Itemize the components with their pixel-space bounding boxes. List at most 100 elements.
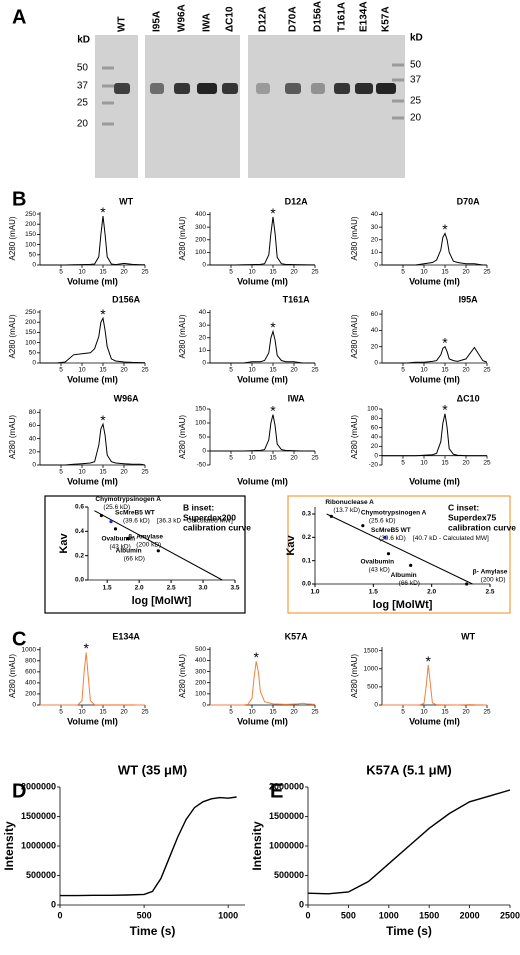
x-tick-label: 15 (99, 269, 107, 276)
x-tick-label: 10 (420, 459, 428, 466)
data-point (409, 563, 413, 567)
lane-label: WT (117, 16, 128, 32)
panel-label: D (12, 780, 26, 802)
gel-background (248, 35, 405, 178)
y-axis-label: A280 (mAU) (350, 654, 359, 698)
fit-line (326, 513, 473, 585)
x-tick-label: 5 (229, 455, 233, 462)
y-tick-label: 0.2 (302, 534, 311, 541)
inset-frame (44, 495, 246, 614)
peak-marker: * (100, 204, 106, 220)
y-tick-label: 1500000 (269, 811, 304, 821)
y-axis-label: A280 (mAU) (8, 654, 17, 698)
y-tick-label: -50 (197, 462, 207, 469)
y-tick-label: 10 (199, 347, 207, 354)
series-line (382, 345, 488, 364)
x-tick-label: 10 (420, 269, 428, 276)
ladder-band (102, 101, 114, 105)
lane-label: T161A (337, 2, 348, 32)
x-axis-label: Volume (ml) (237, 374, 288, 384)
y-tick-label: 600 (25, 669, 36, 676)
y-tick-label: 1000 (364, 665, 379, 672)
point-label: β- Amylase (128, 534, 163, 541)
series-line (40, 652, 145, 706)
panel-label: B (12, 188, 26, 210)
chart-title: WT (35 μM) (118, 762, 187, 777)
point-sublabel: (25.6 kD) (103, 504, 130, 511)
series-line (40, 422, 146, 466)
data-point (361, 524, 365, 528)
x-tick-label: 2000 (460, 910, 480, 920)
x-tick-label: 1.0 (310, 589, 319, 596)
series-line (210, 414, 315, 452)
data-point (126, 537, 130, 541)
x-axis-label: Volume (ml) (67, 716, 118, 726)
y-tick-label: 250 (25, 309, 36, 316)
x-tick-label: 5 (229, 269, 233, 276)
x-tick-label: 15 (269, 709, 277, 716)
peak-marker: * (100, 306, 106, 322)
series-line (307, 789, 511, 895)
y-tick-label: 20 (371, 443, 379, 450)
y-tick-label: 60 (371, 424, 379, 431)
gel-unit: kD (410, 33, 423, 44)
x-tick-label: 25 (483, 367, 491, 374)
y-tick-label: 20 (371, 343, 379, 350)
gel-band (197, 83, 217, 94)
lane-label: I95A (152, 11, 163, 32)
x-tick-label: 20 (290, 269, 298, 276)
point-sublabel: (200 kD) (136, 542, 161, 549)
y-tick-label: 50 (29, 252, 37, 259)
x-tick-label: 25 (141, 469, 149, 476)
x-tick-label: 10 (420, 367, 428, 374)
y-tick-label: 1000000 (269, 840, 304, 850)
ladder-band (392, 99, 404, 103)
peak-marker: * (83, 640, 89, 656)
series-line (382, 665, 488, 706)
x-tick-label: 2.0 (135, 585, 144, 592)
x-tick-label: 15 (269, 269, 277, 276)
inset-title: calibration curve (448, 522, 516, 532)
y-tick-label: 40 (371, 211, 379, 218)
y-tick-label: 30 (371, 224, 379, 231)
y-axis-label: A280 (mAU) (350, 415, 359, 459)
point-note: [40.7 kD - Calculated MW] (413, 535, 489, 542)
y-tick-label: 300 (195, 224, 206, 231)
x-axis-label: Volume (ml) (67, 276, 118, 286)
y-tick-label: 0.0 (302, 581, 311, 588)
y-tick-label: 400 (195, 657, 206, 664)
y-tick-label: 150 (195, 406, 206, 413)
y-tick-label: 0 (299, 899, 304, 909)
y-tick-label: 250 (25, 211, 36, 218)
peak-marker: * (270, 319, 276, 335)
lane-label: D156A (313, 1, 324, 32)
panel-label: C (12, 628, 26, 650)
x-tick-label: 3.5 (230, 585, 239, 592)
ladder-band (392, 78, 404, 82)
x-axis-label: Time (s) (130, 924, 176, 938)
ladder-band (392, 63, 404, 67)
gel-marker: 50 (410, 60, 422, 71)
inset-frame (287, 495, 511, 614)
gel-marker: 25 (77, 98, 89, 109)
gel-band (376, 83, 396, 94)
chart-title: D70A (457, 196, 481, 206)
point-sublabel: (13.7 kD) (333, 507, 360, 514)
x-tick-label: 25 (141, 709, 149, 716)
x-tick-label: 25 (311, 367, 319, 374)
x-tick-label: 1.5 (103, 585, 112, 592)
y-tick-label: 150 (25, 231, 36, 238)
lane-label: IWA (202, 13, 213, 32)
data-point (113, 527, 118, 531)
x-tick-label: 5 (401, 459, 405, 466)
y-axis-label: A280 (mAU) (178, 314, 187, 358)
x-tick-label: 25 (141, 367, 149, 374)
x-tick-label: 20 (120, 709, 128, 716)
y-tick-label: 0 (32, 702, 36, 709)
y-tick-label: 300 (195, 668, 206, 675)
x-tick-label: 20 (462, 459, 470, 466)
gel-marker: 37 (410, 75, 422, 86)
x-axis-label: Time (s) (386, 924, 432, 938)
x-tick-label: 0 (57, 910, 62, 920)
x-tick-label: 20 (462, 269, 470, 276)
